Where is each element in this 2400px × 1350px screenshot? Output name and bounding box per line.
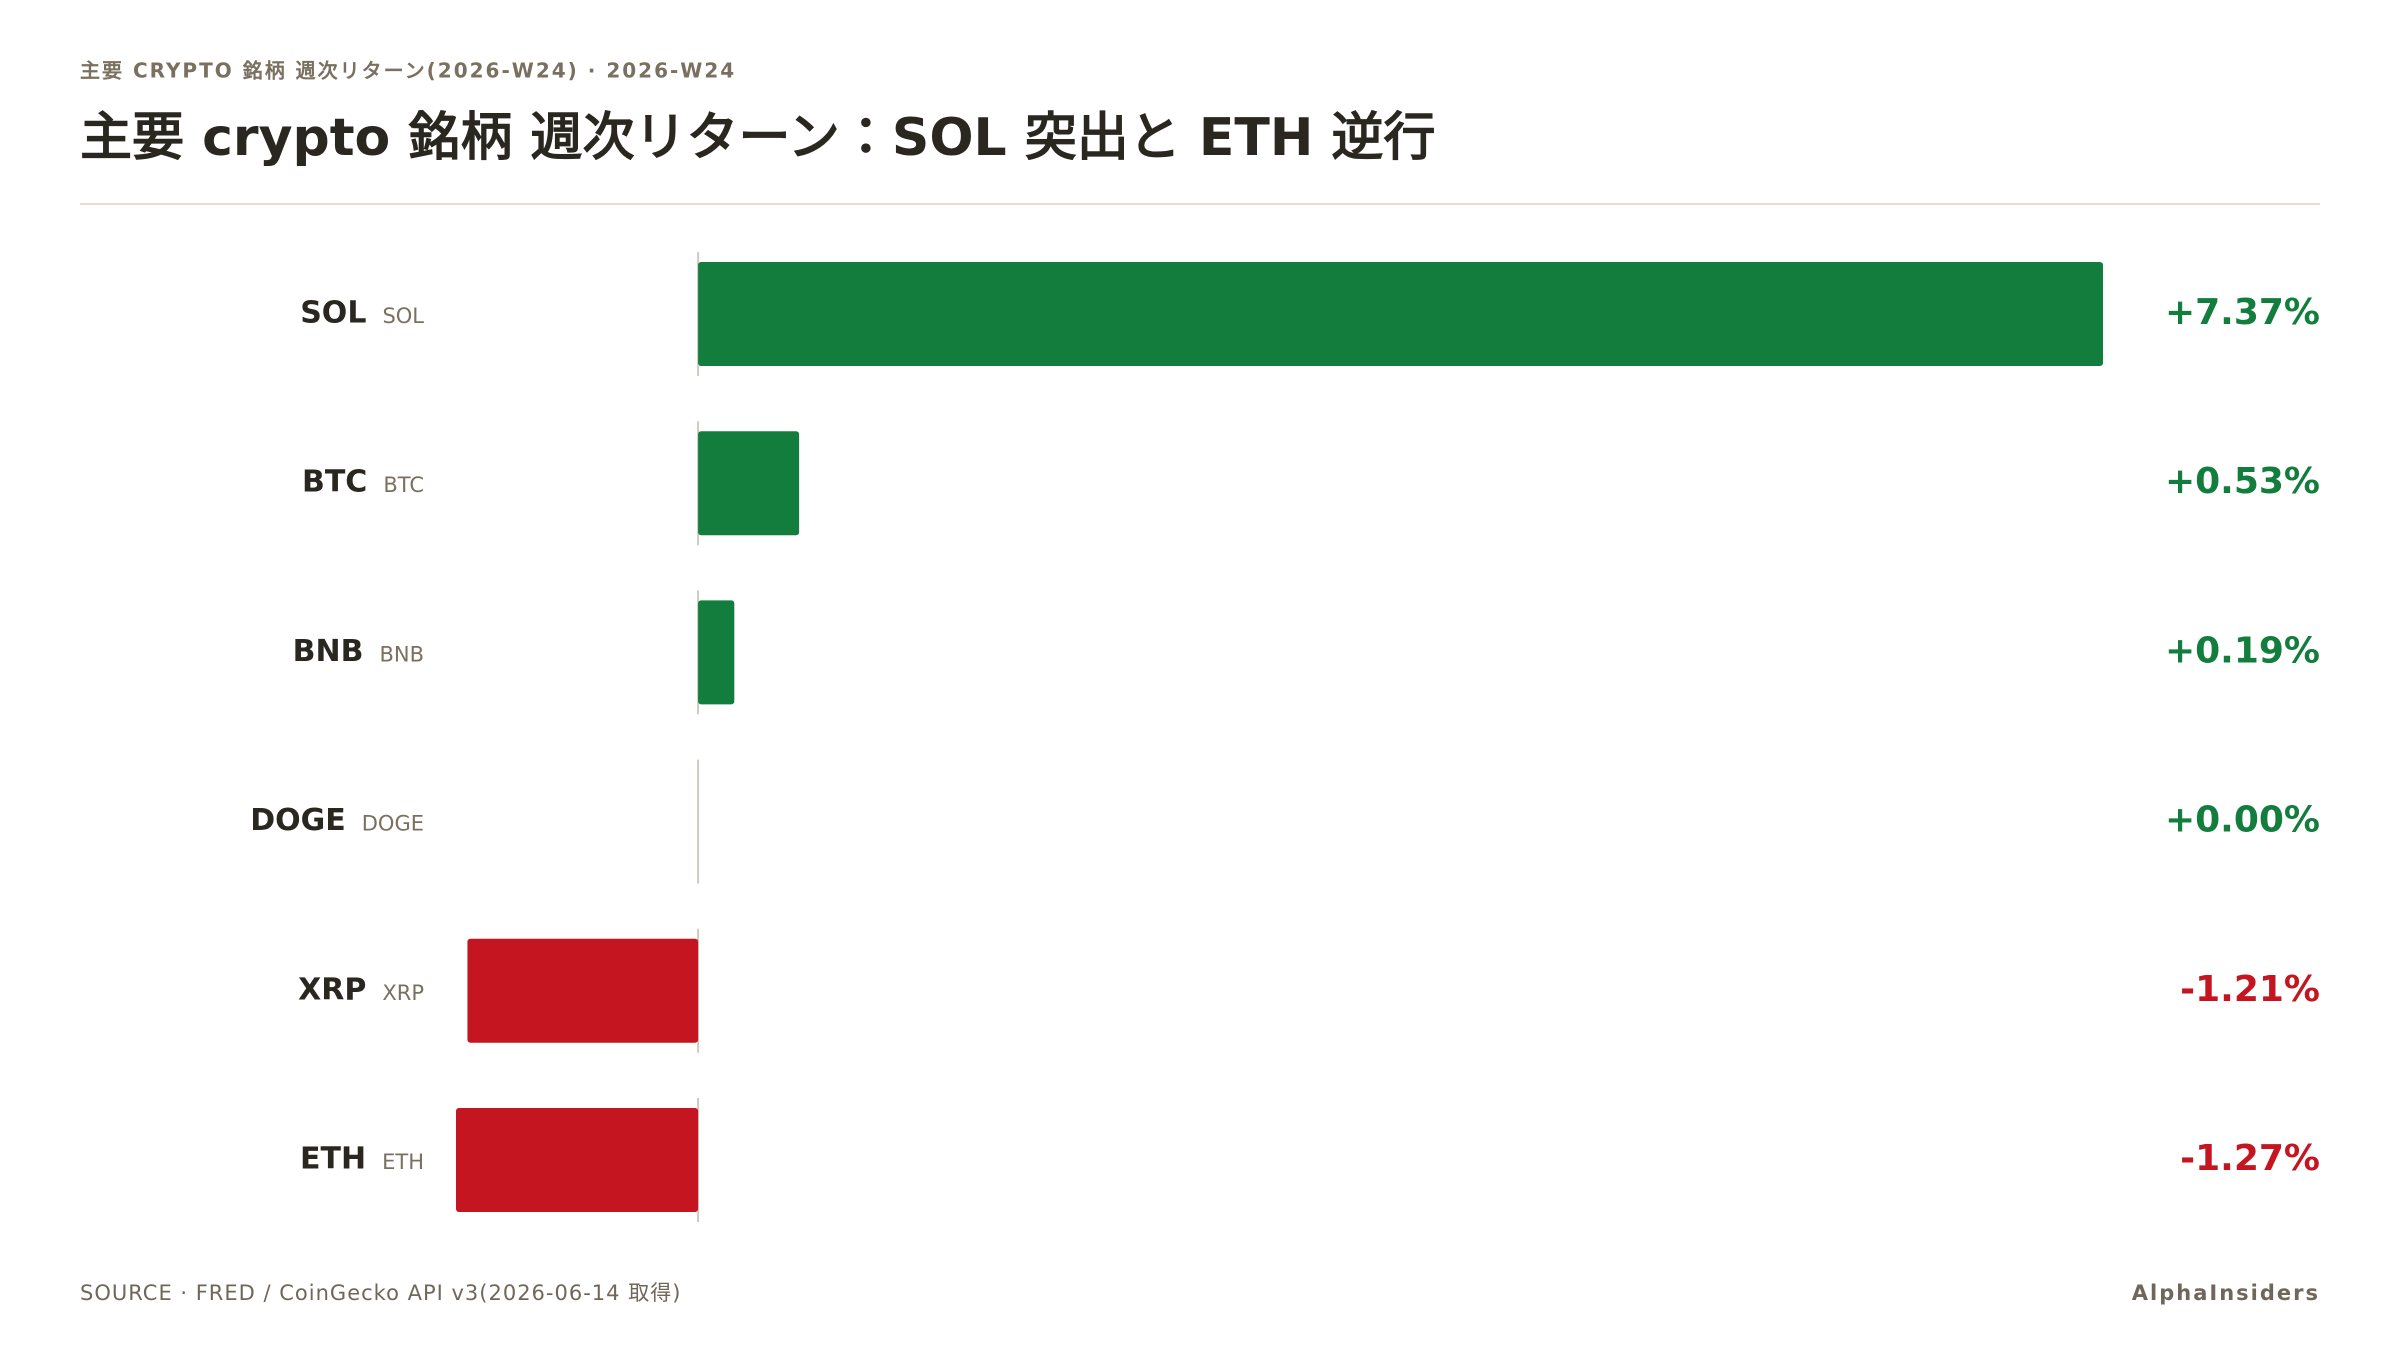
value-label: -1.27%	[2180, 1138, 2320, 1179]
value-label: +0.00%	[2165, 800, 2320, 841]
symbol-label: ETH	[382, 1150, 424, 1174]
value-label: +7.37%	[2165, 292, 2320, 333]
symbol-label: DOGE	[362, 812, 424, 836]
value-label: +0.53%	[2165, 461, 2320, 502]
bar	[467, 938, 699, 1043]
category-label: XRP	[298, 972, 366, 1007]
bar	[456, 1108, 699, 1212]
symbol-label: XRP	[382, 981, 424, 1005]
category-label: BTC	[302, 465, 367, 500]
bar	[698, 431, 800, 536]
category-label: SOL	[300, 296, 366, 331]
brand: AlphaInsiders	[2132, 1281, 2320, 1305]
bar	[698, 600, 735, 705]
symbol-label: BTC	[383, 473, 424, 497]
symbol-label: SOL	[382, 304, 424, 328]
category-label: BNB	[293, 634, 364, 669]
value-label: -1.21%	[2180, 969, 2320, 1010]
category-label: DOGE	[250, 803, 346, 838]
value-label: +0.19%	[2165, 630, 2320, 671]
source: SOURCE · FRED / CoinGecko API v3(2026-06…	[80, 1281, 681, 1305]
category-label: ETH	[300, 1142, 366, 1177]
kicker: 主要 CRYPTO 銘柄 週次リターン(2026-W24) · 2026-W24	[80, 59, 736, 83]
bar	[698, 262, 2103, 366]
chart-title: 主要 crypto 銘柄 週次リターン：SOL 突出と ETH 逆行	[80, 108, 1436, 168]
symbol-label: BNB	[379, 642, 424, 666]
